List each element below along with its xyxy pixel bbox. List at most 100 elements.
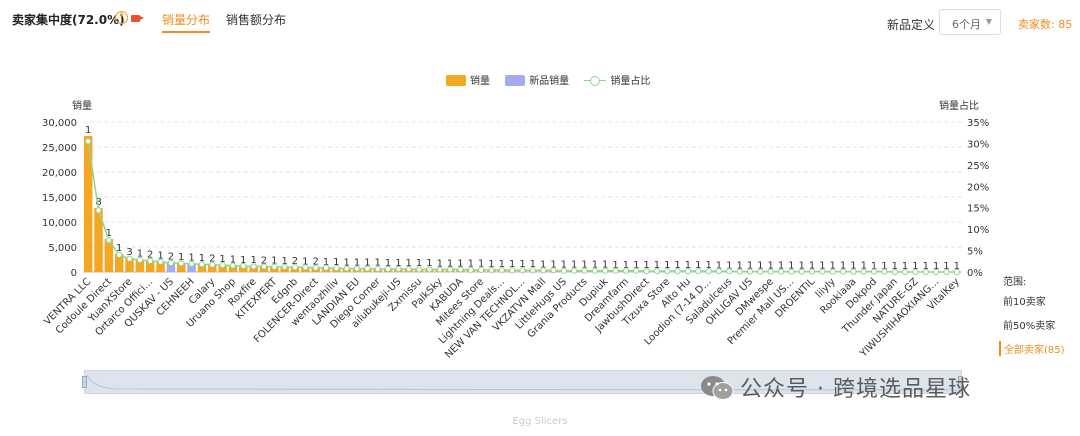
share-point [612, 267, 619, 274]
share-point [260, 263, 268, 270]
bar-label: 2 [147, 250, 153, 261]
share-point [312, 264, 319, 271]
bar-label: 1 [364, 258, 370, 269]
bar-label: 1 [871, 261, 877, 272]
tab-sales-volume[interactable]: 销量分布 [162, 11, 211, 33]
y2-tick-label: 25% [967, 161, 989, 172]
bar-label: 1 [954, 261, 960, 272]
bar-label: 2 [261, 255, 267, 266]
share-point [147, 257, 154, 264]
y2-tick-label: 30% [967, 139, 989, 150]
legend-item-sales[interactable]: 销量 [446, 72, 490, 87]
bar-label: 1 [416, 258, 422, 269]
share-point [746, 268, 754, 275]
chart-canvas: 0 5,000 10,000 15,000 20,000 25,000 30,000 0% 5%… [42, 118, 989, 361]
share-point [695, 268, 702, 275]
share-point [633, 267, 640, 274]
bar-label: 1 [271, 256, 277, 267]
bar-label: 1 [943, 261, 949, 272]
share-point [498, 266, 505, 273]
new-product-label: 新品定义 [887, 18, 936, 32]
y-tick-label: 20,000 [42, 168, 77, 179]
bar-label: 1 [674, 260, 680, 271]
bar-label: 1 [912, 261, 918, 272]
new-product-select[interactable]: 6个月 ▼ [939, 9, 1001, 35]
bar-sales [83, 136, 93, 272]
y2-tick-label: 35% [967, 118, 989, 129]
share-point [85, 138, 92, 145]
bar-sales [208, 264, 217, 272]
help-icon[interactable]: ? [115, 11, 128, 24]
bar-label: 1 [354, 258, 360, 269]
share-point [643, 268, 650, 275]
bar-label: 1 [788, 261, 794, 272]
share-point [302, 264, 309, 271]
range-top10[interactable]: 前10卖家 [1003, 297, 1046, 308]
range-all[interactable]: 全部卖家(85) [999, 341, 1065, 356]
share-point [953, 268, 960, 276]
video-icon[interactable] [131, 15, 144, 22]
share-point [767, 268, 774, 275]
chevron-down-icon: ▼ [985, 17, 992, 26]
bar-label: 1 [250, 255, 256, 266]
share-point [684, 268, 692, 275]
share-point [798, 268, 805, 275]
new-product-select-value: 6个月 [952, 18, 981, 31]
bar-label: 1 [768, 261, 774, 272]
share-point [850, 268, 857, 275]
share-point [788, 268, 795, 275]
bar-label: 1 [550, 259, 556, 270]
bar-label: 1 [219, 254, 225, 265]
bar-label: 1 [499, 259, 505, 270]
share-point [819, 268, 826, 275]
share-point [467, 266, 474, 273]
share-point [912, 268, 919, 276]
bar-sales [166, 262, 176, 272]
y-axis-title: 销量 [72, 101, 92, 112]
bar-label: 1 [188, 253, 194, 264]
bar-label: 1 [116, 243, 122, 254]
tab-sales-amount[interactable]: 销售额分布 [226, 13, 287, 27]
bar-label: 1 [395, 258, 401, 269]
share-point [250, 263, 257, 270]
legend-item-share[interactable]: 销量占比 [584, 72, 650, 87]
bar-label: 1 [157, 251, 163, 262]
bar-label: 1 [819, 261, 825, 272]
slider-left-handle[interactable] [82, 376, 87, 388]
share-point [808, 268, 816, 275]
bar-label: 1 [478, 259, 484, 270]
bar-sales [94, 208, 103, 272]
share-point [653, 268, 661, 275]
bar-label: 1 [385, 258, 391, 269]
bar-sales [114, 254, 124, 272]
bar-label: 1 [881, 261, 887, 272]
bar-label: 1 [840, 261, 846, 272]
bar-label: 1 [892, 261, 898, 272]
bar-sales [218, 265, 227, 272]
wechat-icon [701, 376, 734, 400]
bar-label: 1 [437, 258, 443, 269]
share-point [519, 267, 526, 274]
bar-sales [187, 263, 196, 272]
chart-legend: 销量 新品销量 销量占比 [446, 72, 662, 87]
bar-label: 1 [375, 258, 381, 269]
bar-label: 1 [447, 258, 453, 269]
share-point [943, 268, 950, 276]
range-top50pct[interactable]: 前50%卖家 [1003, 321, 1056, 332]
bar-label: 1 [716, 260, 722, 271]
share-point [664, 268, 671, 275]
bar-label: 1 [85, 125, 91, 136]
bar-sales [104, 239, 114, 272]
bar-label: 1 [581, 260, 587, 271]
share-point [415, 266, 423, 273]
bar-label: 1 [923, 261, 929, 272]
zoom-slider[interactable] [84, 370, 962, 394]
bar-label: 1 [757, 260, 763, 271]
bar-sales [228, 265, 238, 272]
legend-item-new-sales[interactable]: 新品销量 [505, 72, 569, 87]
bar-label: 1 [654, 260, 660, 271]
bar-label: 1 [695, 260, 701, 271]
share-point [136, 256, 143, 264]
share-point [715, 268, 723, 275]
slider-right-handle[interactable] [958, 376, 963, 388]
